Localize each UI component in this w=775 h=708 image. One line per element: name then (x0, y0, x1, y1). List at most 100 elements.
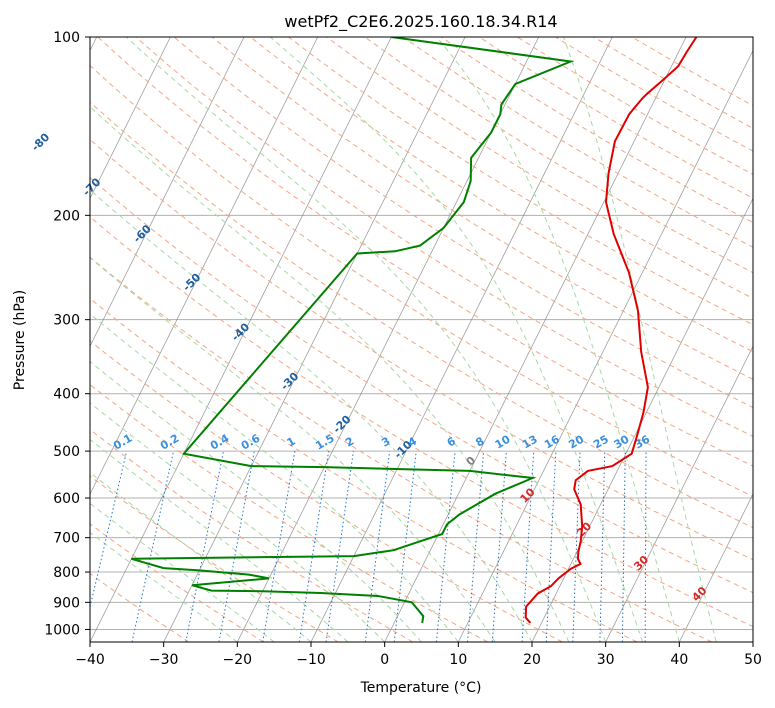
y-axis: 100 200 300 400 500 600 700 800 900 1000 (44, 30, 90, 638)
mixing-ratio-line (545, 451, 557, 642)
dry-adiabat (135, 37, 753, 438)
moist-adiabat (90, 257, 496, 642)
isotherm-label: -60 (131, 222, 154, 245)
skewed-isotherm (605, 345, 753, 642)
dry-adiabat (90, 475, 339, 642)
moist-adiabat (90, 313, 459, 642)
mixing-ratio-label: 20 (566, 432, 586, 451)
skew-isotherm-label: 0 (464, 454, 479, 469)
isotherm-label: -40 (229, 320, 252, 343)
skewed-isotherm (531, 197, 753, 642)
skewed-isotherm (90, 37, 392, 642)
skewed-isotherm (163, 37, 466, 642)
x-tick-label: 40 (670, 652, 688, 668)
x-tick-label: 50 (744, 652, 762, 668)
x-tick-label: 0 (380, 652, 389, 668)
x-tick-label: −20 (223, 652, 253, 668)
mixing-ratio-line (325, 451, 354, 642)
moist-adiabat (90, 472, 312, 642)
dry-adiabat (593, 37, 753, 129)
dry-adiabat (90, 572, 190, 642)
y-tick-label: 300 (53, 313, 80, 329)
mixing-ratio-line (262, 451, 296, 642)
dry-adiabat (90, 340, 563, 642)
y-tick-label: 500 (53, 444, 80, 460)
chart-title: wetPf2_C2E6.2025.160.18.34.R14 (284, 12, 557, 32)
dry-adiabat (90, 138, 753, 561)
dry-adiabat (211, 37, 753, 380)
dry-adiabat (173, 37, 753, 409)
mixing-ratio-line (185, 451, 224, 642)
dewpoint-line (131, 37, 575, 624)
moist-adiabat (269, 37, 643, 642)
skewed-isotherm (752, 641, 753, 642)
mixing-ratio-line (298, 451, 330, 642)
dry-adiabat (555, 37, 753, 152)
moist-adiabat (90, 189, 533, 642)
dry-adiabat (90, 297, 638, 642)
x-tick-label: −40 (75, 652, 105, 668)
mixing-ratio-line (491, 451, 507, 642)
y-axis-label: Pressure (hPa) (12, 290, 28, 390)
moist-adiabat (126, 37, 607, 642)
y-tick-label: 400 (53, 387, 80, 403)
x-axis: −40 −30 −20 −10 0 10 20 30 40 50 (75, 642, 762, 668)
dry-adiabat (364, 37, 753, 274)
plot-frame (89, 36, 754, 643)
mixing-ratio-label: 3 (379, 435, 392, 450)
isotherm-label: -90 (0, 86, 1, 109)
skewed-isotherm (90, 37, 171, 200)
mixing-ratio-line (364, 451, 391, 642)
dry-adiabat (288, 37, 753, 326)
skewed-isotherm (90, 37, 319, 496)
mixing-ratio-line (131, 450, 174, 642)
dry-adiabat (90, 64, 753, 498)
y-tick-label: 800 (53, 565, 80, 581)
reference-lines (90, 37, 753, 642)
skewed-isotherm (384, 37, 687, 642)
mixing-ratio-label: 0.2 (158, 432, 181, 453)
skewed-isotherm (678, 493, 753, 642)
y-tick-label: 200 (53, 208, 80, 224)
isotherm-label: -30 (278, 370, 301, 393)
dry-adiabat (90, 383, 488, 642)
moist-adiabat (563, 37, 717, 642)
y-tick-label: 600 (53, 491, 80, 507)
dry-adiabat (90, 428, 414, 642)
dry-adiabat (90, 177, 753, 594)
skewed-isotherm (457, 49, 753, 642)
x-axis-label: Temperature (°C) (360, 680, 482, 696)
x-tick-label: 20 (523, 652, 541, 668)
mixing-ratio-label: 10 (493, 432, 513, 451)
mixing-ratio-line (435, 451, 456, 642)
dry-adiabat (90, 101, 753, 529)
isotherm-label: -20 (330, 412, 353, 435)
dry-adiabat (326, 37, 753, 299)
y-tick-label: 900 (53, 595, 80, 611)
sounding-profiles (131, 37, 698, 624)
temperature-line (524, 37, 698, 624)
dry-adiabat (90, 256, 712, 642)
y-tick-label: 700 (53, 531, 80, 547)
x-tick-label: −30 (149, 652, 179, 668)
mixing-ratio-label: 1 (285, 435, 298, 450)
moist-adiabat (90, 360, 422, 642)
moist-adiabat (90, 402, 386, 642)
mixing-ratio-line (218, 451, 255, 642)
mixing-ratio-line (621, 451, 626, 642)
moist-adiabat (90, 531, 238, 642)
mixing-ratio-label: 0.4 (208, 431, 232, 452)
isotherm-label: -50 (180, 270, 203, 293)
moist-adiabat (90, 438, 349, 642)
moist-adiabat (90, 106, 570, 642)
moist-adiabat (436, 37, 680, 642)
y-tick-label: 1000 (44, 622, 80, 638)
dry-adiabat (402, 37, 753, 248)
mixing-ratio-label: 16 (542, 432, 562, 451)
skewed-isotherm (236, 37, 540, 642)
x-tick-label: 10 (449, 652, 467, 668)
dry-adiabat (90, 523, 264, 642)
mixing-ratio-line (599, 451, 606, 642)
skewed-isotherm (90, 37, 245, 348)
